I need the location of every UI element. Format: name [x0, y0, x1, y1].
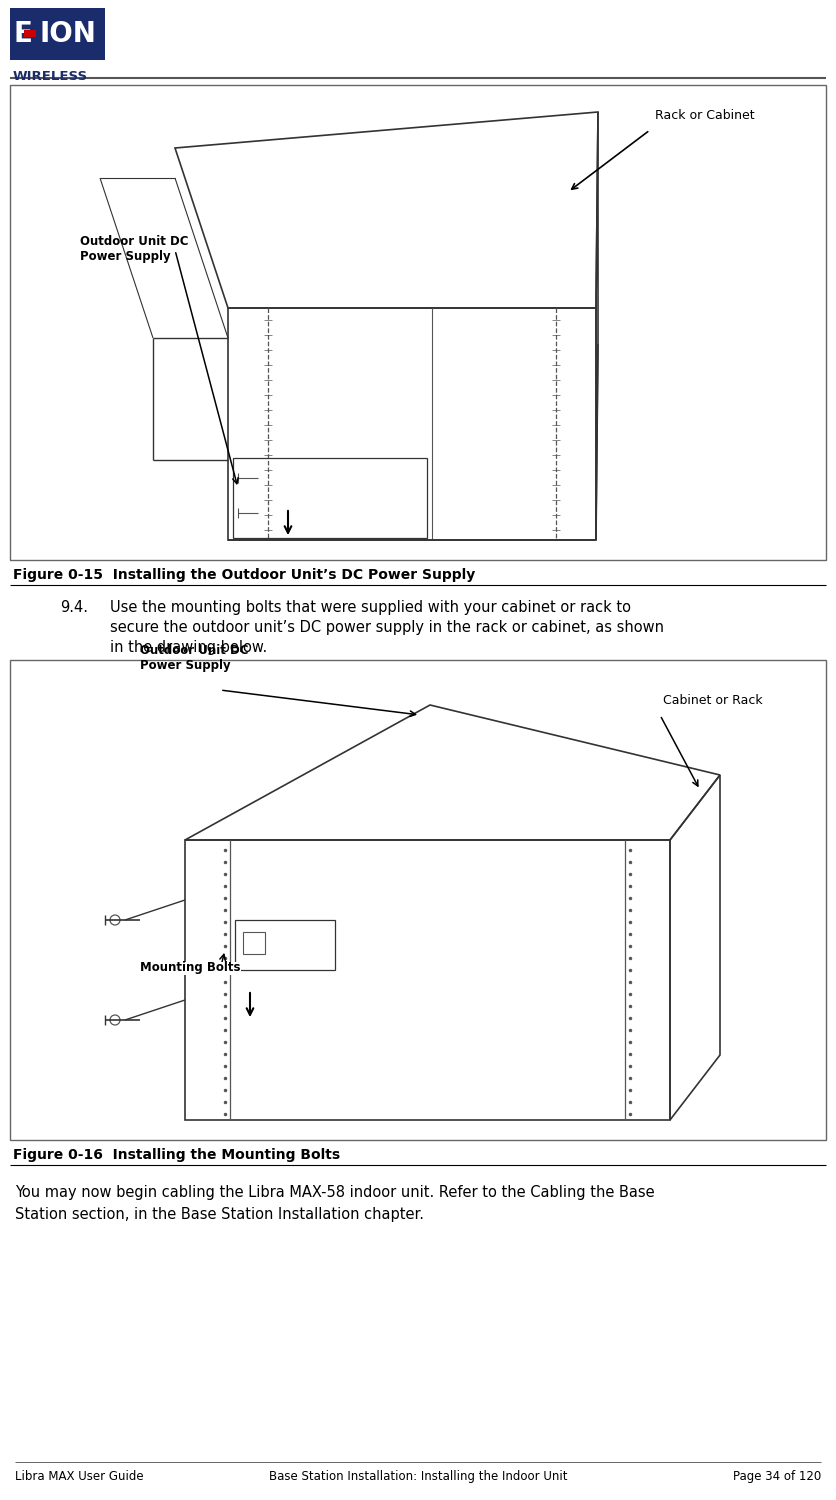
Text: Mounting Bolts: Mounting Bolts [140, 962, 241, 975]
Bar [233, 458, 427, 538]
Text: Use the mounting bolts that were supplied with your cabinet or rack to: Use the mounting bolts that were supplie… [110, 600, 631, 615]
Bar [10, 8, 105, 60]
Text: secure the outdoor unit’s DC power supply in the rack or cabinet, as shown: secure the outdoor unit’s DC power suppl… [110, 620, 664, 634]
Text: Figure 0-16  Installing the Mounting Bolts: Figure 0-16 Installing the Mounting Bolt… [13, 1148, 340, 1162]
Text: E: E [14, 20, 33, 48]
Text: You may now begin cabling the Libra MAX-58 indoor unit. Refer to the Cabling the: You may now begin cabling the Libra MAX-… [15, 1185, 655, 1200]
Text: Page 34 of 120: Page 34 of 120 [732, 1470, 821, 1484]
Text: Cabinet or Rack: Cabinet or Rack [663, 694, 762, 706]
Text: 9.4.: 9.4. [60, 600, 88, 615]
Text: Libra MAX User Guide: Libra MAX User Guide [15, 1470, 144, 1484]
Bar [10, 660, 826, 1140]
Text: ION: ION [40, 20, 97, 48]
Bar [243, 932, 265, 954]
Text: Base Station Installation: Installing the Indoor Unit: Base Station Installation: Installing th… [268, 1470, 568, 1484]
Text: Station section, in the Base Station Installation chapter.: Station section, in the Base Station Ins… [15, 1208, 424, 1222]
Bar [228, 308, 596, 540]
Text: Outdoor Unit DC
Power Supply: Outdoor Unit DC Power Supply [80, 236, 188, 262]
Text: Rack or Cabinet: Rack or Cabinet [655, 110, 755, 122]
Bar [10, 86, 826, 560]
Text: Figure 0-15  Installing the Outdoor Unit’s DC Power Supply: Figure 0-15 Installing the Outdoor Unit’… [13, 568, 475, 582]
Bar [235, 920, 335, 970]
Bar [24, 30, 36, 38]
Bar [185, 840, 670, 1120]
Text: WIRELESS: WIRELESS [13, 70, 88, 82]
Text: Outdoor Unit DC
Power Supply: Outdoor Unit DC Power Supply [140, 644, 248, 672]
Text: in the drawing below.: in the drawing below. [110, 640, 268, 656]
